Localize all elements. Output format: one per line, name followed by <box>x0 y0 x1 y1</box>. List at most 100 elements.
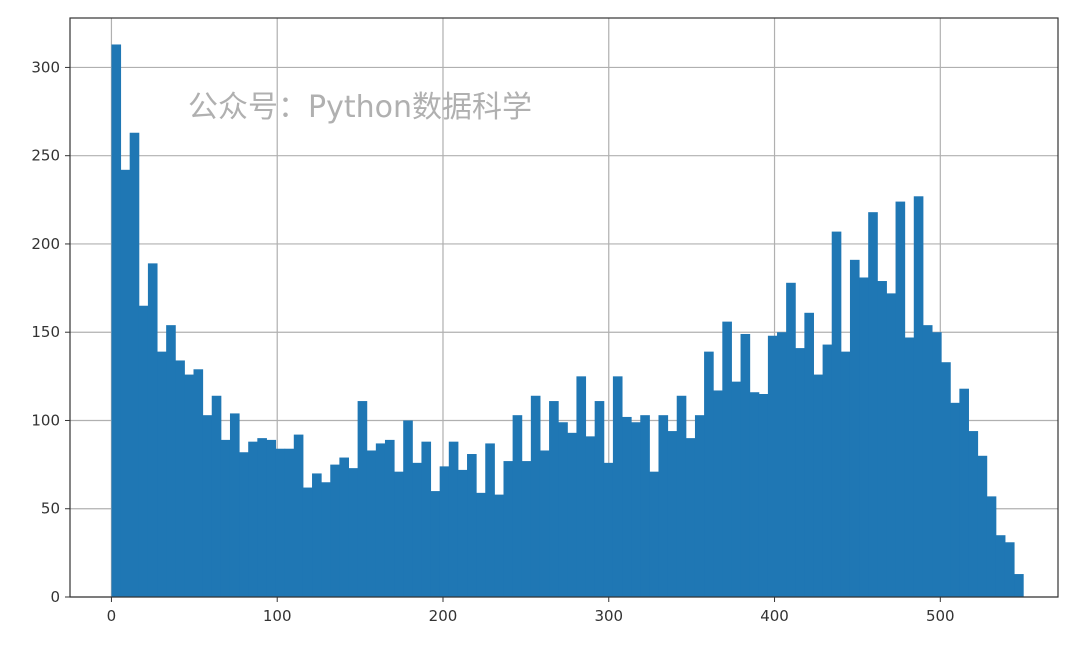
histogram-bar <box>266 439 277 597</box>
histogram-bar <box>713 390 723 597</box>
histogram-bar <box>166 325 176 597</box>
histogram-bar <box>704 351 714 597</box>
y-tick-label: 200 <box>31 235 60 253</box>
histogram-bar <box>904 337 915 597</box>
histogram-bar <box>330 464 340 597</box>
y-tick-label: 0 <box>50 588 60 606</box>
histogram-bar <box>193 369 204 597</box>
histogram-bar <box>421 441 432 597</box>
histogram-bar <box>831 231 842 597</box>
histogram-bar <box>157 351 167 597</box>
histogram-bar <box>558 422 568 597</box>
histogram-bar <box>986 496 997 597</box>
histogram-bar <box>895 201 906 597</box>
histogram-bar <box>995 535 1006 597</box>
histogram-bar <box>366 450 377 597</box>
histogram-bar <box>886 293 897 597</box>
histogram-bar <box>722 321 732 597</box>
histogram-bar <box>658 415 669 597</box>
axis-ticks: 0 100 200 300 400 500 0 50 100 150 200 250 300 <box>31 58 954 625</box>
histogram-bar <box>394 471 404 597</box>
histogram-bar <box>694 415 705 597</box>
histogram-bar <box>786 282 796 597</box>
histogram-bar <box>968 431 979 597</box>
histogram-bar <box>412 462 422 597</box>
histogram-bar <box>1014 574 1024 597</box>
histogram-bar <box>494 494 504 597</box>
histogram-bar <box>312 473 322 597</box>
histogram-bar <box>530 395 541 597</box>
histogram-bar <box>448 441 459 597</box>
histogram-bar <box>877 281 887 597</box>
histogram-bar <box>284 448 295 597</box>
histogram-bar <box>567 432 577 597</box>
histogram-bar <box>467 454 477 597</box>
histogram-bar <box>512 415 523 597</box>
y-tick-label: 250 <box>31 147 60 165</box>
histogram-bar <box>111 44 122 598</box>
watermark-text: 公众号：Python数据科学 <box>188 90 532 125</box>
y-tick-label: 150 <box>31 323 60 341</box>
histogram-bars <box>111 44 1024 598</box>
histogram-bar <box>731 381 742 597</box>
histogram-bar <box>129 132 140 598</box>
histogram-bar <box>375 443 386 597</box>
histogram-bar <box>439 466 450 597</box>
histogram-bar <box>649 471 659 597</box>
histogram-bar <box>758 393 769 597</box>
histogram-bar <box>603 462 614 597</box>
histogram-bar <box>476 492 486 597</box>
histogram-bar <box>229 413 240 597</box>
histogram-bar <box>667 431 678 597</box>
histogram-bar <box>913 196 924 598</box>
histogram-bar <box>813 374 824 597</box>
histogram-bar <box>339 457 349 597</box>
histogram-bar <box>220 439 231 597</box>
histogram-bar <box>348 468 359 597</box>
histogram-bar <box>749 392 760 597</box>
y-tick-label: 100 <box>31 411 60 429</box>
histogram-bar <box>922 325 933 597</box>
histogram-bar <box>859 277 869 597</box>
histogram-bar <box>932 332 942 597</box>
x-tick-label: 200 <box>429 607 458 625</box>
histogram-bar <box>202 415 213 597</box>
histogram-bar <box>248 441 258 597</box>
histogram-bar <box>147 263 158 597</box>
histogram-bar <box>795 348 805 597</box>
x-tick-label: 500 <box>926 607 955 625</box>
x-tick-label: 400 <box>760 607 789 625</box>
histogram-bar <box>430 491 441 597</box>
histogram-bar <box>622 416 632 597</box>
histogram-bar <box>184 374 194 597</box>
histogram-bar <box>612 376 623 597</box>
histogram-bar <box>302 487 313 597</box>
histogram-bar <box>941 362 951 597</box>
histogram-bar <box>293 434 304 597</box>
histogram-bar <box>849 259 860 597</box>
histogram-bar <box>676 395 687 597</box>
histogram-bar <box>977 455 988 597</box>
histogram-bar <box>357 401 368 597</box>
histogram-bar <box>959 388 969 597</box>
x-tick-label: 0 <box>107 607 117 625</box>
histogram-bar <box>740 333 751 597</box>
histogram-bar <box>804 312 814 597</box>
histogram-bar <box>138 305 149 597</box>
histogram-bar <box>275 448 286 597</box>
histogram-bar <box>239 452 249 597</box>
x-tick-label: 100 <box>263 607 292 625</box>
histogram-bar <box>585 436 596 597</box>
histogram-bar <box>594 401 605 597</box>
histogram-bar <box>503 461 514 597</box>
histogram-bar <box>384 439 395 597</box>
plot-frame <box>69 17 1059 598</box>
histogram-bar <box>257 438 267 597</box>
histogram-bar <box>576 376 587 597</box>
histogram-bar <box>767 335 778 597</box>
histogram-bar <box>631 422 641 597</box>
histogram-bar <box>321 482 331 597</box>
histogram-bar <box>120 169 131 597</box>
histogram-bar <box>822 344 833 597</box>
